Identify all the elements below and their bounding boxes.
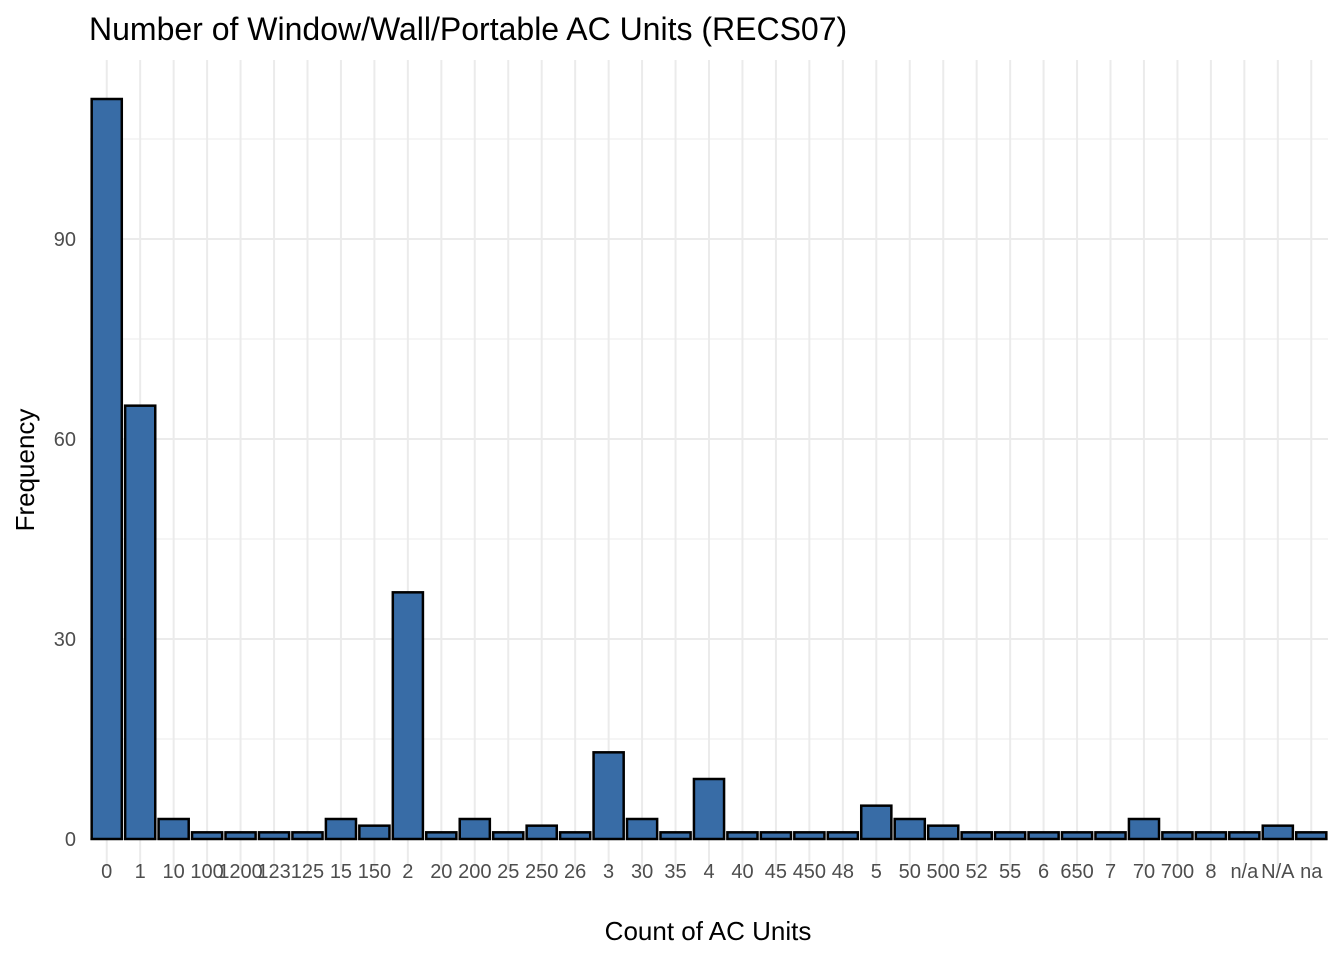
bar-4 [692,777,726,841]
bar-2 [391,591,425,841]
bar-500 [926,824,960,841]
y-axis-title: Frequency [10,409,40,532]
x-tick-label: 3 [603,861,614,883]
bar-40 [726,831,759,841]
bar-35 [659,831,692,841]
bars [90,97,1328,841]
x-tick-label: 0 [101,861,112,883]
bar-100 [190,831,224,841]
x-tick-label: 650 [1060,861,1093,883]
x-tick-label: 25 [497,861,519,883]
bar-8 [1194,831,1228,841]
x-tick-label: 200 [458,861,491,883]
x-tick-label: 70 [1133,861,1155,883]
x-tick-label: 7 [1105,861,1116,883]
x-tick-label: 48 [832,861,854,883]
bar-45 [759,831,793,841]
x-tick-label: n/a [1230,861,1259,883]
bar-25 [491,831,525,841]
x-tick-label: 500 [927,861,960,883]
x-tick-label: 40 [731,861,753,883]
x-tick-label: 45 [765,861,787,883]
bar-1200 [224,831,257,841]
bar-20 [425,831,458,841]
x-tick-label: 5 [871,861,882,883]
bar-125 [291,831,324,841]
bar-30 [625,817,659,841]
x-tick-label: 450 [793,861,826,883]
x-tick-label: 150 [358,861,391,883]
bar-6 [1027,831,1060,841]
bar-123 [257,831,291,841]
x-tick-label: 4 [703,861,714,883]
bar-n_a [1228,831,1261,841]
bar-48 [826,831,860,841]
y-tick-label: 30 [54,629,76,651]
bar-10 [157,817,190,841]
y-tick-label: 90 [54,229,76,251]
bar-15 [324,817,358,841]
y-tick-label: 0 [65,829,76,851]
x-tick-label: 35 [664,861,686,883]
x-tick-label: 8 [1205,861,1216,883]
bar-450 [793,831,826,841]
x-axis-title: Count of AC Units [605,916,812,946]
bar-3 [592,751,625,841]
bar-250 [525,824,559,841]
major-gridlines [90,60,1328,870]
bar-5 [859,804,893,841]
bar-na [1294,831,1328,841]
bar-26 [558,831,592,841]
x-tick-label: 55 [999,861,1021,883]
x-tick-label: 1200 [218,861,263,883]
bar-1 [123,404,157,841]
x-tick-label: 26 [564,861,586,883]
x-tick-label: 123 [257,861,290,883]
x-tick-label: 700 [1161,861,1194,883]
bar-150 [358,824,391,841]
bar-650 [1060,831,1094,841]
bar-50 [893,817,927,841]
bar-70 [1127,817,1161,841]
y-tick-label: 60 [54,429,76,451]
bar-52 [960,831,993,841]
bar-7 [1094,831,1127,841]
bar-200 [458,817,492,841]
x-tick-label: 1 [135,861,146,883]
bar-0 [90,97,124,841]
x-tick-label: 2 [402,861,413,883]
x-tick-label: 15 [330,861,352,883]
bar-N_A [1261,824,1295,841]
x-tick-label: N/A [1261,861,1295,883]
x-tick-label: 20 [430,861,452,883]
y-axis-tick-labels: 0 30 60 90 [54,229,76,851]
x-tick-label: 30 [631,861,653,883]
x-tick-label: 100 [190,861,223,883]
x-tick-label: 6 [1038,861,1049,883]
x-tick-label: 52 [966,861,988,883]
x-tick-label: 250 [525,861,558,883]
bar-700 [1161,831,1194,841]
chart-title: Number of Window/Wall/Portable AC Units … [89,11,847,47]
x-tick-label: 125 [291,861,324,883]
x-tick-label: 10 [163,861,185,883]
x-tick-label: 50 [899,861,921,883]
bar-55 [993,831,1027,841]
x-tick-label: na [1300,861,1323,883]
